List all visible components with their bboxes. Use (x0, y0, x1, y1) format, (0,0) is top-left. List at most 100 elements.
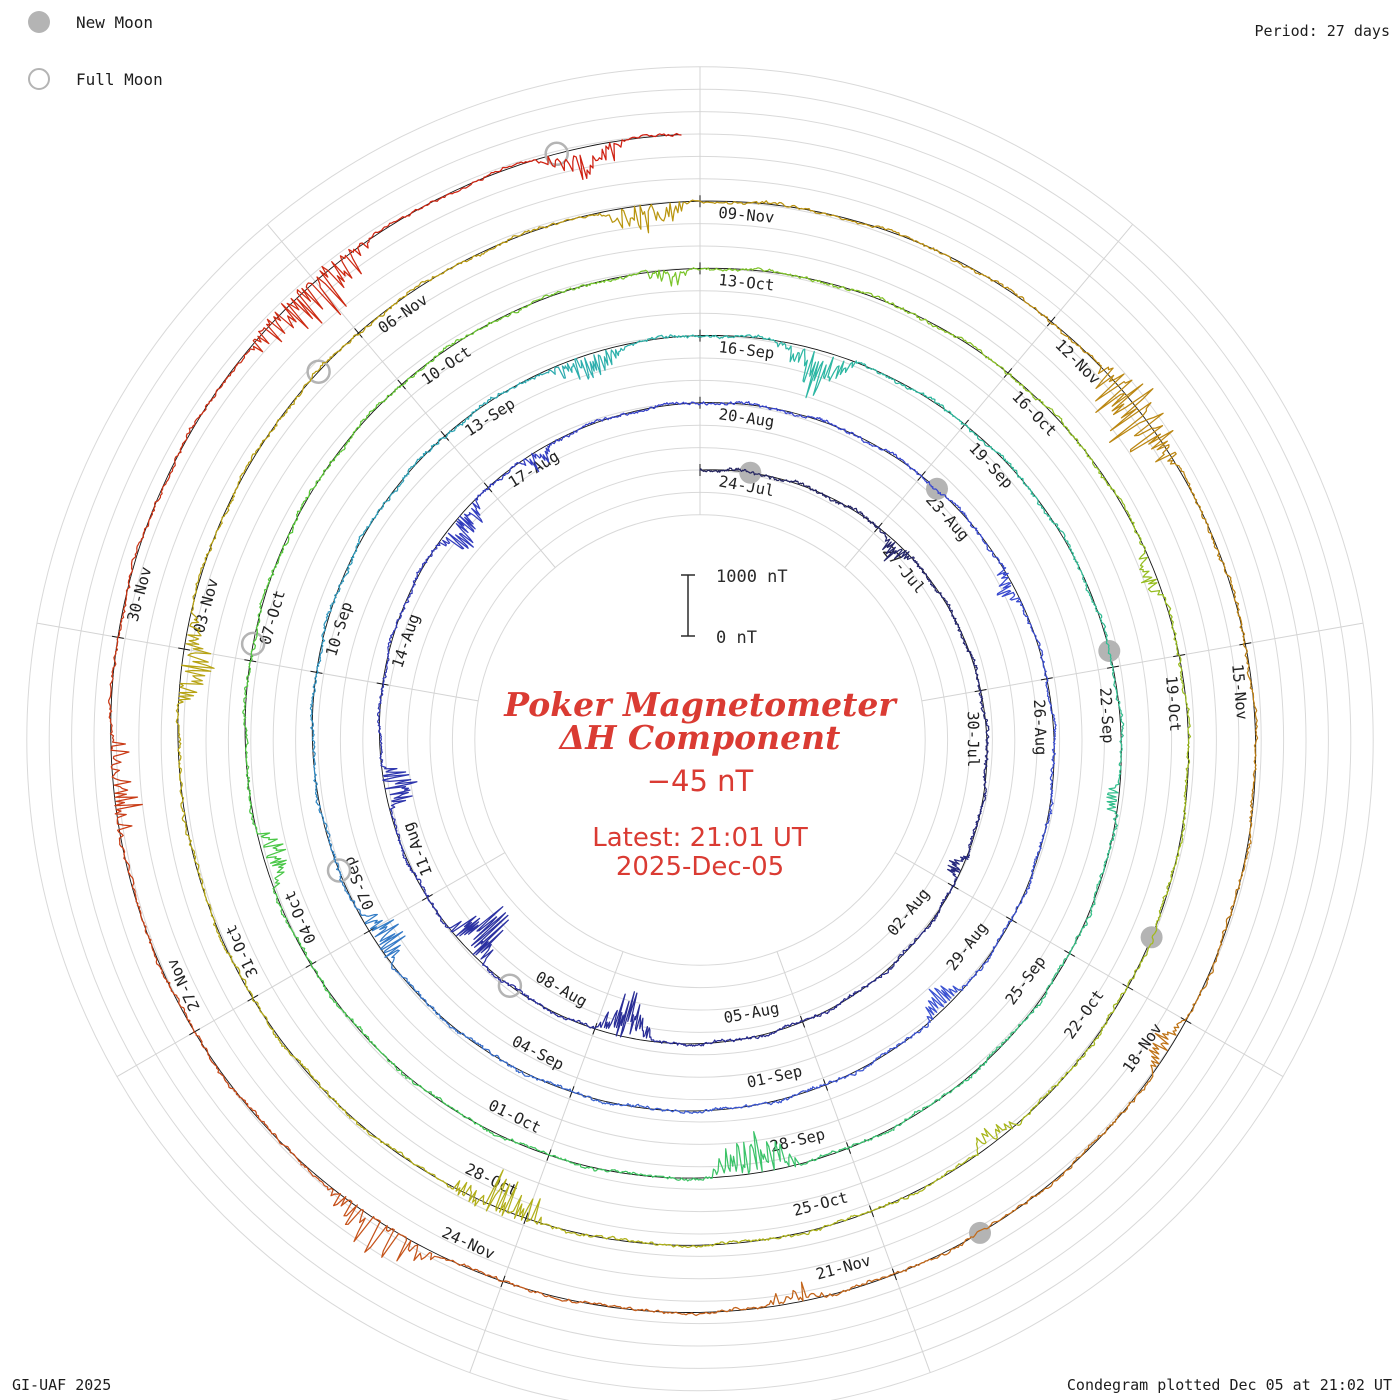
trace-segment (348, 404, 378, 443)
trace-segment (644, 1174, 689, 1182)
trace-segment (1041, 659, 1049, 695)
trace-segment (1073, 556, 1091, 596)
trace-segment (752, 471, 780, 482)
trace-segment (964, 958, 989, 987)
trace-segment (188, 844, 206, 894)
trace-segment (1030, 626, 1044, 661)
trace-segment (890, 945, 911, 969)
trace-segment (1105, 632, 1115, 674)
trace-segment (813, 1143, 855, 1162)
full-moon-marker (326, 858, 352, 883)
trace-segment (975, 1121, 1014, 1156)
date-label: 30-Nov (124, 565, 156, 624)
date-tick (523, 1212, 529, 1225)
trace-segment (678, 1107, 717, 1115)
trace-segment (928, 984, 966, 1009)
trace-segment (603, 341, 639, 371)
trace-segment (296, 476, 323, 516)
trace-segment (270, 1028, 306, 1068)
trace-segment (304, 1066, 340, 1105)
trace-segment (320, 440, 350, 478)
trace-segment (421, 539, 450, 565)
trace-segment (116, 817, 133, 875)
trace-segment (970, 655, 980, 684)
trace-segment (462, 396, 494, 424)
date-tick (310, 670, 323, 674)
grid-ring (451, 491, 949, 989)
trace-segment (893, 1105, 930, 1131)
date-tick (1180, 1017, 1192, 1025)
trace-segment (587, 204, 642, 230)
trace-segment (1069, 1127, 1109, 1170)
date-label: 25-Oct (791, 1188, 850, 1220)
trace-segment (375, 1136, 419, 1167)
trace-segment (492, 379, 529, 399)
trace-segment (593, 412, 627, 423)
trace-segment (1005, 896, 1024, 929)
trace-segment (1082, 1014, 1109, 1058)
trace-segment (395, 593, 412, 623)
trace-segment (848, 219, 901, 237)
trace-segment (1106, 754, 1122, 796)
trace-segment (703, 1038, 735, 1045)
date-label: 17-Aug (505, 447, 562, 492)
trace-segment (489, 228, 539, 251)
trace-segment (1088, 594, 1107, 634)
trace-segment (1199, 941, 1223, 994)
date-label: 13-Oct (718, 271, 776, 295)
legend-row-full-moon: Full Moon (28, 65, 163, 93)
full-moon-marker (544, 141, 569, 167)
trace-segment (258, 289, 323, 343)
trace-segment (929, 899, 945, 926)
trace-segment (854, 1053, 885, 1076)
date-tick (178, 647, 191, 651)
trace-segment (263, 1121, 302, 1166)
trace-segment (948, 255, 997, 282)
trace-segment (733, 1034, 764, 1043)
trace-segment (548, 1294, 606, 1306)
trace-segment (645, 1026, 676, 1045)
date-label: 09-Nov (718, 204, 775, 227)
trace-segment (1106, 793, 1119, 838)
trace-segment (960, 510, 984, 539)
trace-segment (407, 1076, 445, 1104)
trace-segment (527, 287, 572, 307)
trace-segment (796, 207, 850, 221)
trace-segment (166, 981, 195, 1033)
date-label: 22-Sep (1096, 687, 1117, 744)
date-label: 30-Jul (964, 711, 982, 767)
trace-segment (803, 485, 830, 498)
trace-segment (244, 729, 250, 776)
trace-segment (1026, 1168, 1071, 1205)
grid-ring (407, 447, 993, 1033)
scale-bottom-label: 0 nT (716, 628, 757, 648)
trace-segment (958, 630, 973, 657)
trace-segment (439, 906, 504, 937)
trace-segment (789, 1014, 819, 1026)
trace-segment (601, 1168, 646, 1176)
date-label: 04-Sep (509, 1032, 567, 1074)
trace-segment (1029, 488, 1054, 524)
trace-segment (246, 641, 257, 687)
trace-segment (657, 401, 692, 407)
trace-segment (1046, 953, 1072, 990)
grid-ring (26, 66, 1374, 1400)
trace-segment (382, 652, 390, 685)
trace-segment (650, 1241, 701, 1249)
trace-segment (756, 334, 795, 363)
trace-segment (1239, 620, 1250, 676)
trace-segment (699, 1239, 750, 1248)
date-label: 10-Sep (322, 600, 356, 659)
date-label: 24-Nov (439, 1223, 497, 1263)
trace-segment (195, 542, 213, 593)
grid-ring (474, 514, 926, 966)
trace-segment (825, 1278, 881, 1298)
trace-segment (375, 1047, 410, 1079)
trace-segment (870, 368, 908, 389)
trace-segment (797, 1219, 846, 1236)
trace-segment (1042, 403, 1076, 440)
trace-segment (1129, 425, 1182, 472)
trace-segment (397, 272, 445, 301)
trace-segment (976, 793, 987, 823)
